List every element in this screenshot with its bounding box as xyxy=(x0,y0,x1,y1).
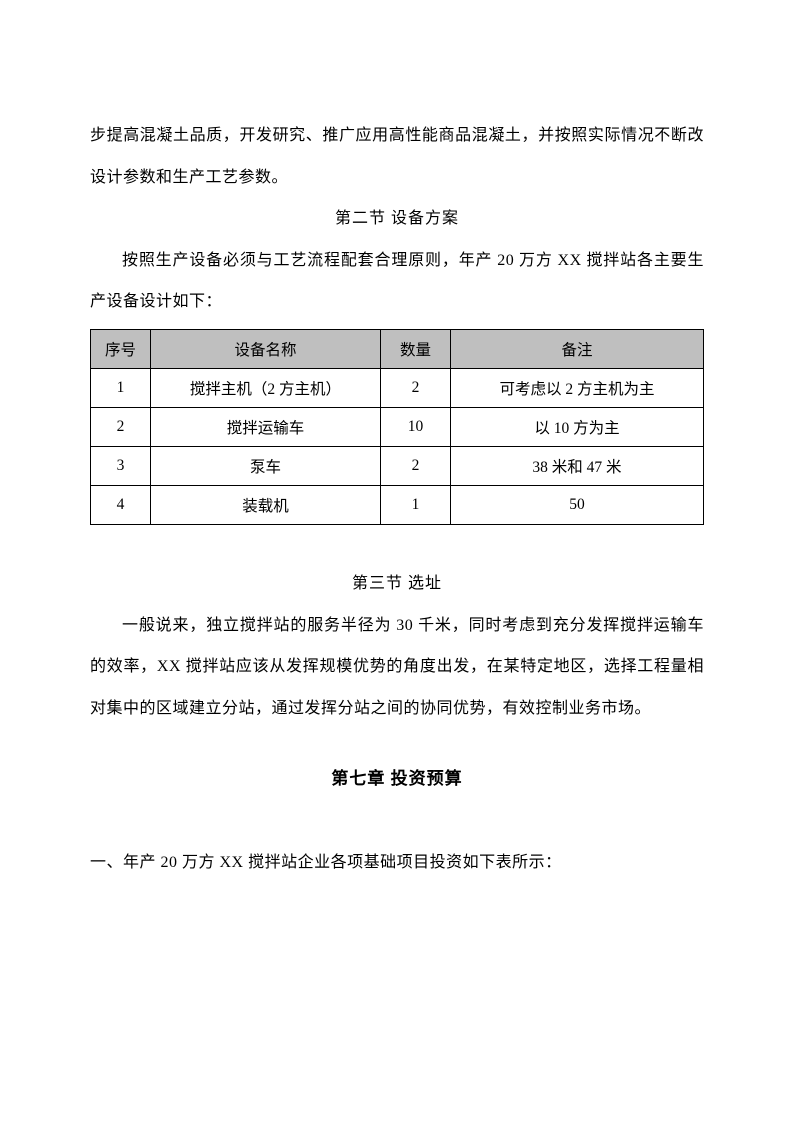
table-header-name: 设备名称 xyxy=(151,329,381,368)
table-row: 3 泵车 2 38 米和 47 米 xyxy=(91,446,704,485)
spacer xyxy=(90,535,704,563)
table-cell-qty: 2 xyxy=(381,368,451,407)
paragraph-location: 一般说来，独立搅拌站的服务半径为 30 千米，同时考虑到充分发挥搅拌运输车的效率… xyxy=(90,605,704,730)
table-cell-name: 装载机 xyxy=(151,485,381,524)
table-cell-qty: 1 xyxy=(381,485,451,524)
paragraph-equipment-intro: 按照生产设备必须与工艺流程配套合理原则，年产 20 万方 XX 搅拌站各主要生产… xyxy=(90,240,704,323)
table-cell-note: 38 米和 47 米 xyxy=(451,446,704,485)
table-cell-qty: 2 xyxy=(381,446,451,485)
table-row: 2 搅拌运输车 10 以 10 方为主 xyxy=(91,407,704,446)
table-cell-name: 搅拌运输车 xyxy=(151,407,381,446)
table-cell-seq: 3 xyxy=(91,446,151,485)
table-row: 4 装载机 1 50 xyxy=(91,485,704,524)
table-cell-seq: 2 xyxy=(91,407,151,446)
table-header-row: 序号 设备名称 数量 备注 xyxy=(91,329,704,368)
table-cell-seq: 1 xyxy=(91,368,151,407)
table-cell-note: 50 xyxy=(451,485,704,524)
table-cell-seq: 4 xyxy=(91,485,151,524)
table-header-note: 备注 xyxy=(451,329,704,368)
table-cell-note: 可考虑以 2 方主机为主 xyxy=(451,368,704,407)
section-heading-equipment: 第二节 设备方案 xyxy=(90,198,704,240)
paragraph-continuation: 步提高混凝土品质，开发研究、推广应用高性能商品混凝土，并按照实际情况不断改设计参… xyxy=(90,115,704,198)
spacer xyxy=(90,830,704,842)
table-cell-note: 以 10 方为主 xyxy=(451,407,704,446)
section-heading-location: 第三节 选址 xyxy=(90,563,704,605)
paragraph-investment-intro: 一、年产 20 万方 XX 搅拌站企业各项基础项目投资如下表所示： xyxy=(90,842,704,884)
table-cell-name: 泵车 xyxy=(151,446,381,485)
equipment-table: 序号 设备名称 数量 备注 1 搅拌主机（2 方主机） 2 可考虑以 2 方主机… xyxy=(90,329,704,525)
table-cell-qty: 10 xyxy=(381,407,451,446)
chapter-heading-investment: 第七章 投资预算 xyxy=(90,757,704,801)
table-header-seq: 序号 xyxy=(91,329,151,368)
table-cell-name: 搅拌主机（2 方主机） xyxy=(151,368,381,407)
table-header-qty: 数量 xyxy=(381,329,451,368)
table-row: 1 搅拌主机（2 方主机） 2 可考虑以 2 方主机为主 xyxy=(91,368,704,407)
